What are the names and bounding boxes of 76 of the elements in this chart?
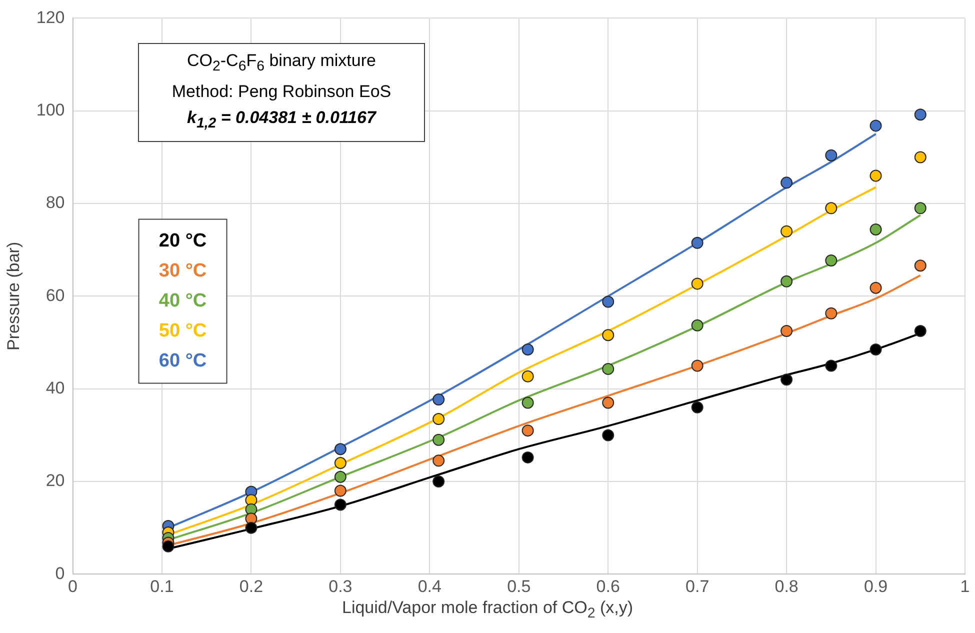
point — [432, 412, 445, 425]
point — [522, 343, 534, 356]
point — [780, 275, 793, 288]
point — [691, 319, 704, 332]
point — [245, 522, 258, 534]
point — [870, 343, 882, 356]
point — [914, 108, 926, 121]
x-tick-label: 0.5 — [507, 577, 531, 596]
x-tick-label: 0.9 — [864, 577, 888, 596]
point — [691, 360, 704, 372]
x-tick-label: 0.1 — [150, 577, 174, 596]
y-tick-label: 40 — [46, 378, 65, 398]
point — [870, 170, 882, 182]
x-tick-label: 0.4 — [418, 577, 442, 596]
point — [334, 484, 346, 497]
point — [870, 223, 882, 236]
y-tick-label: 120 — [36, 8, 65, 27]
point — [602, 296, 614, 308]
y-tick-label: 80 — [46, 193, 65, 212]
point — [162, 540, 174, 552]
x-tick-label: 0.8 — [774, 577, 798, 596]
x-axis-title: Liquid/Vapor mole fraction of CO$_{2}$ (x,y) — [340, 598, 634, 622]
point — [780, 374, 793, 386]
point — [522, 370, 534, 382]
point — [334, 457, 346, 469]
annotation: k$_{1,2}$ = 0.04381 ± 0.01167 — [186, 107, 378, 134]
point — [334, 470, 346, 483]
x-tick-label: 0 — [68, 577, 78, 596]
point — [691, 236, 704, 249]
point — [602, 429, 614, 442]
y-tick-label: 20 — [46, 471, 65, 490]
point — [691, 278, 704, 290]
y-tick-label: 60 — [46, 286, 65, 305]
point — [914, 260, 926, 272]
y-tick-label: 0 — [55, 564, 65, 583]
point — [780, 225, 793, 238]
point — [870, 282, 882, 294]
point — [825, 202, 838, 214]
point — [602, 362, 614, 375]
point — [825, 254, 838, 267]
point — [522, 424, 534, 437]
point — [334, 498, 346, 511]
note-box: CO$_{2}$-C$_{6}$F$_{6}$ binary mixture Method: Peng Robinson EoS k$_{1,2}$ = 0.04381 ± 0.01167 — [138, 43, 425, 142]
point — [432, 394, 445, 406]
y-tick-label: 100 — [36, 100, 65, 120]
y-axis-title: Pressure (bar) — [4, 242, 23, 351]
point — [602, 329, 614, 342]
point — [334, 443, 346, 456]
annotation: Method: Peng Robinson EoS — [170, 81, 392, 104]
text: 60 °C — [158, 350, 207, 372]
point — [914, 324, 926, 337]
point — [432, 476, 445, 488]
text: 20 °C — [158, 230, 207, 252]
x-tick-label: 0.3 — [328, 577, 352, 596]
point — [825, 360, 838, 372]
point — [602, 396, 614, 409]
point — [780, 324, 793, 337]
text: 30 °C — [158, 260, 207, 282]
point — [432, 434, 445, 446]
annotation: CO$_{2}$-C$_{6}$F$_{6}$ binary mixture — [186, 50, 377, 76]
point — [914, 151, 926, 164]
point — [522, 451, 534, 464]
point — [780, 176, 793, 189]
x-tick-label: 0.7 — [686, 577, 710, 596]
point — [825, 149, 838, 162]
text: 40 °C — [158, 290, 207, 312]
point — [432, 454, 445, 467]
point — [914, 202, 926, 214]
point — [870, 120, 882, 132]
text: 50 °C — [158, 320, 207, 342]
x-tick-label: 0.6 — [596, 577, 620, 596]
x-tick-label: 0.2 — [239, 577, 264, 596]
x-tick-label: 1 — [960, 577, 970, 596]
point — [691, 401, 704, 414]
point — [825, 307, 838, 320]
point — [522, 396, 534, 409]
